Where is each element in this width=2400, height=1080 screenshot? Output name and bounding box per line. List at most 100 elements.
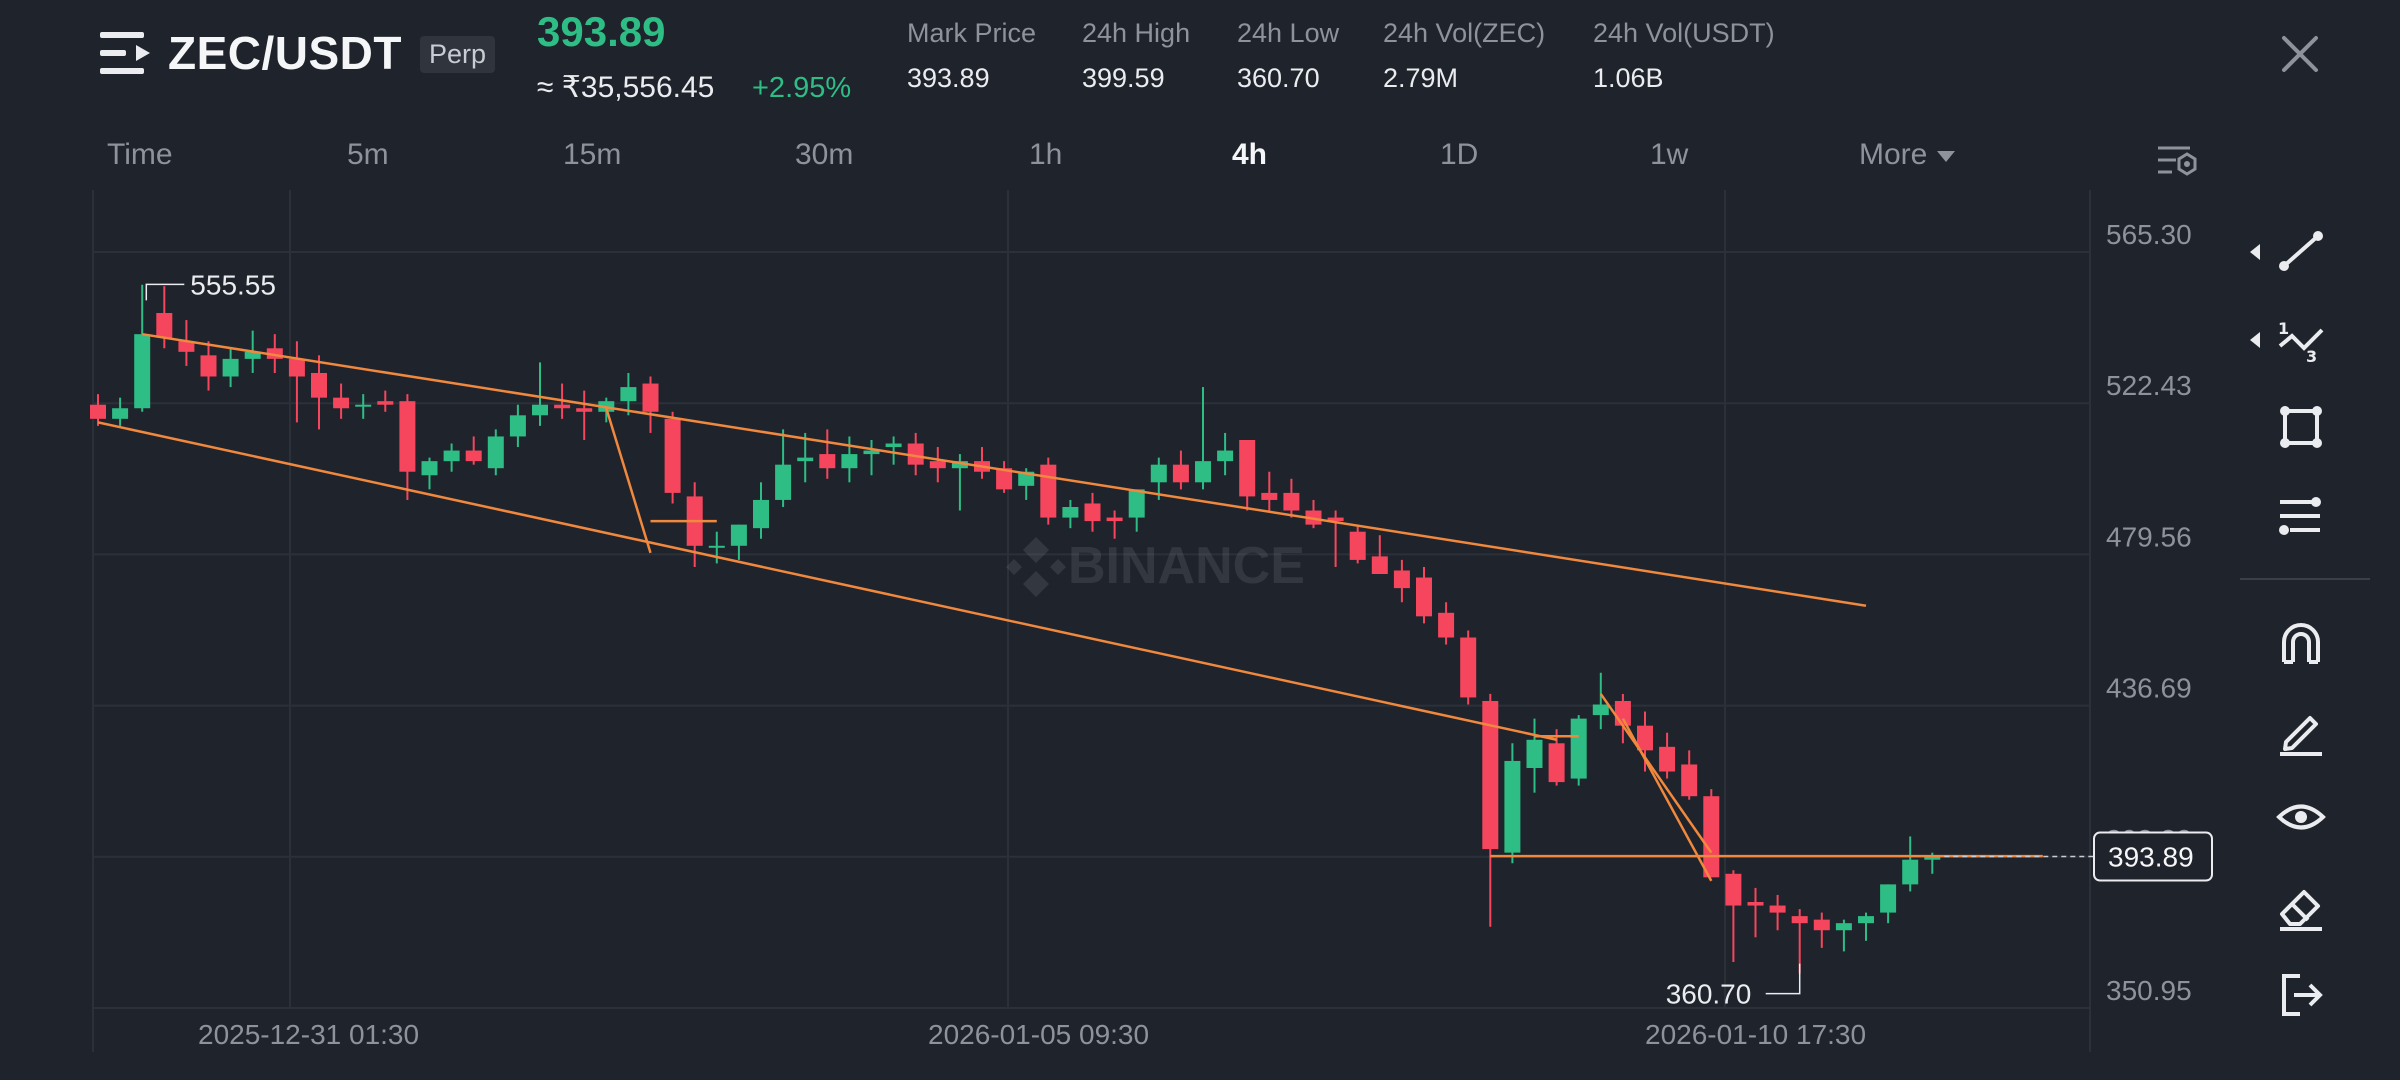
tab-5m[interactable]: 5m xyxy=(347,138,389,172)
stat-label: 24h Vol(USDT) xyxy=(1593,18,1775,49)
candle-down xyxy=(665,419,681,493)
candle-down xyxy=(1681,764,1697,796)
candle-up xyxy=(1880,884,1896,912)
low-marker-label: 360.70 xyxy=(1666,979,1752,1010)
candle-up xyxy=(753,500,769,528)
indicator-settings-tool[interactable] xyxy=(2240,484,2380,544)
price-chart[interactable]: 2025-12-31 01:30 2026-01-05 09:30 2026-01-… xyxy=(0,190,2215,1060)
tab-1d[interactable]: 1D xyxy=(1440,138,1478,172)
exit-icon xyxy=(2276,970,2326,1020)
candle-down xyxy=(1460,637,1476,697)
magnet-tool[interactable] xyxy=(2240,610,2380,670)
price-change-percent: +2.95% xyxy=(752,72,851,105)
candle-down xyxy=(466,451,482,462)
eraser-icon xyxy=(2276,882,2326,932)
trendline xyxy=(606,408,650,553)
candle-up xyxy=(841,454,857,468)
pair-symbol[interactable]: ZEC/USDT xyxy=(168,26,402,80)
candle-down xyxy=(333,398,349,409)
candle-up xyxy=(1836,923,1852,930)
candle-down xyxy=(289,359,305,377)
stat-24h-vol-quote: 24h Vol(USDT) 1.06B xyxy=(1593,18,1775,94)
trendline-icon xyxy=(2276,228,2326,274)
candle-up xyxy=(444,451,460,462)
stat-value: 1.06B xyxy=(1593,63,1775,94)
candle-up xyxy=(797,458,813,462)
current-price-label: 393.89 xyxy=(2108,842,2194,873)
exit-drawing-tool[interactable] xyxy=(2240,962,2380,1022)
tab-30m[interactable]: 30m xyxy=(795,138,853,172)
x-tick-label: 2026-01-10 17:30 xyxy=(1645,1019,1866,1050)
interval-tabs: Time 5m 15m 30m 1h 4h 1D 1w More xyxy=(0,138,2400,184)
x-tick-label: 2026-01-05 09:30 xyxy=(928,1019,1149,1050)
stat-label: Mark Price xyxy=(907,18,1036,49)
pencil-icon xyxy=(2276,706,2326,756)
candle-down xyxy=(377,401,393,405)
tab-time[interactable]: Time xyxy=(107,138,173,172)
stat-24h-low: 24h Low 360.70 xyxy=(1237,18,1339,94)
x-tick-label: 2025-12-31 01:30 xyxy=(198,1019,419,1050)
candle-down xyxy=(1350,532,1366,560)
candle-down xyxy=(201,355,217,376)
stat-value: 393.89 xyxy=(907,63,1036,94)
candle-up xyxy=(1902,860,1918,885)
pencil-tool[interactable] xyxy=(2240,698,2380,758)
stat-label: 24h Low xyxy=(1237,18,1339,49)
tab-more-label: More xyxy=(1859,138,1927,171)
candle-up xyxy=(1527,740,1543,768)
magnet-icon xyxy=(2276,618,2326,668)
watermark-text: BINANCE xyxy=(1068,537,1305,595)
inr-equivalent-price: ≈ ₹35,556.45 xyxy=(537,70,714,105)
candle-up xyxy=(1062,507,1078,518)
stat-label: 24h High xyxy=(1082,18,1190,49)
trendline-tool[interactable] xyxy=(2240,220,2380,280)
candle-down xyxy=(1372,556,1388,574)
chart-settings-icon[interactable] xyxy=(2156,140,2198,182)
candle-down xyxy=(1549,743,1565,782)
candle-up xyxy=(1151,465,1167,483)
candle-up xyxy=(886,444,902,448)
candle-up xyxy=(775,465,791,500)
tab-1h[interactable]: 1h xyxy=(1029,138,1062,172)
candle-up xyxy=(422,461,438,475)
candle-up xyxy=(1195,461,1211,482)
visibility-tool[interactable] xyxy=(2240,786,2380,846)
candle-down xyxy=(1085,503,1101,521)
tab-more[interactable]: More xyxy=(1859,138,1955,172)
stat-value: 399.59 xyxy=(1082,63,1190,94)
tab-4h[interactable]: 4h xyxy=(1232,138,1267,172)
pair-menu-icon[interactable] xyxy=(100,30,152,78)
stat-label: 24h Vol(ZEC) xyxy=(1383,18,1545,49)
tab-1w[interactable]: 1w xyxy=(1650,138,1688,172)
candle-up xyxy=(488,436,504,468)
candle-up xyxy=(510,415,526,436)
y-tick-label: 565.30 xyxy=(2106,219,2192,250)
contract-type-badge: Perp xyxy=(420,36,495,73)
binance-logo-icon xyxy=(1006,537,1066,597)
candle-down xyxy=(156,313,172,338)
stat-value: 2.79M xyxy=(1383,63,1545,94)
candle-down xyxy=(1416,578,1432,617)
candle-down xyxy=(554,405,570,409)
low-marker-leader xyxy=(1766,964,1800,994)
close-icon[interactable] xyxy=(2278,32,2322,76)
shapes-tool[interactable] xyxy=(2240,396,2380,456)
candle-down xyxy=(1283,493,1299,511)
stat-mark-price: Mark Price 393.89 xyxy=(907,18,1036,94)
candle-up xyxy=(1593,705,1609,716)
eraser-tool[interactable] xyxy=(2240,874,2380,934)
candle-down xyxy=(930,461,946,468)
candle-down xyxy=(643,384,659,412)
candle-up xyxy=(112,408,128,419)
candle-down xyxy=(1659,747,1675,772)
candle-down xyxy=(90,405,106,419)
tab-15m[interactable]: 15m xyxy=(563,138,621,172)
candle-down xyxy=(819,454,835,468)
fibonacci-icon: 13 xyxy=(2276,316,2326,366)
expand-arrow-icon xyxy=(2250,332,2260,348)
candle-down xyxy=(311,373,327,398)
candle-down xyxy=(1770,906,1786,913)
ticker-header: ZEC/USDT Perp 393.89 ≈ ₹35,556.45 +2.95%… xyxy=(0,0,2400,130)
candle-down xyxy=(399,401,415,472)
